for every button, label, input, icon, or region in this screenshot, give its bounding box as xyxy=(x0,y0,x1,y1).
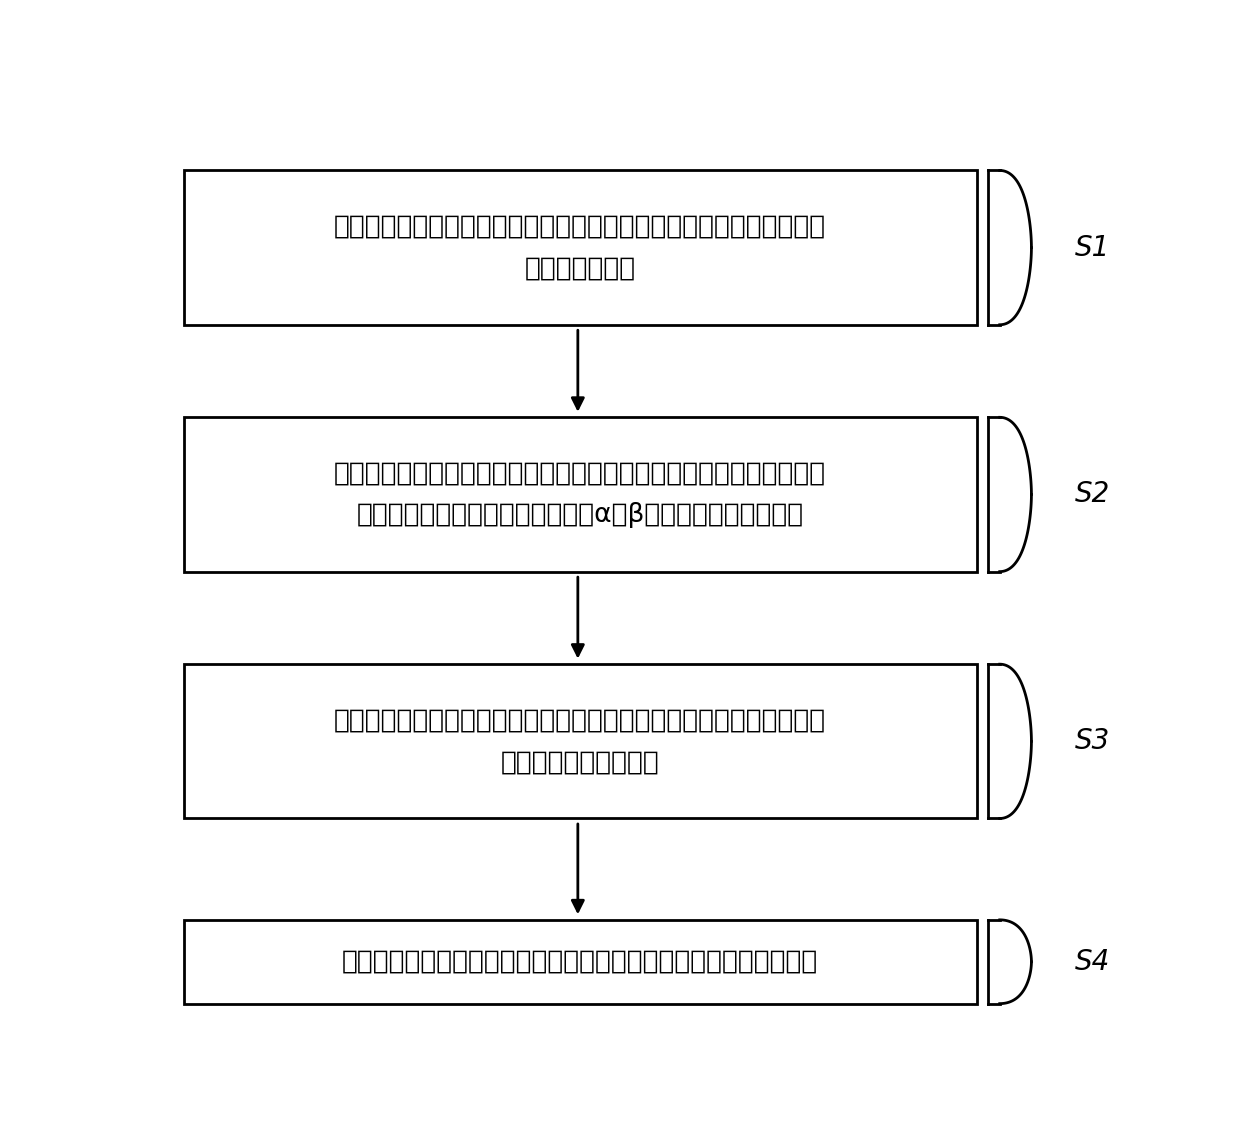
Bar xyxy=(184,417,977,571)
Bar xyxy=(184,919,977,1004)
Text: S2: S2 xyxy=(1074,481,1110,508)
Text: S4: S4 xyxy=(1074,948,1110,976)
Bar xyxy=(184,171,977,325)
Text: 确定所述电压矢量在基本矢量图中的扇区位置，计算构成所述扇区的相
邻基本矢量的作用时间: 确定所述电压矢量在基本矢量图中的扇区位置，计算构成所述扇区的相 邻基本矢量的作用… xyxy=(335,708,826,775)
Text: S1: S1 xyxy=(1074,234,1110,261)
Bar xyxy=(184,664,977,819)
Text: S3: S3 xyxy=(1074,727,1110,756)
Text: 计算每个功率开关管的导通时间，控制功率开关管导通，为电机供电: 计算每个功率开关管的导通时间，控制功率开关管导通，为电机供电 xyxy=(342,949,818,974)
Text: 采集包括电机转子位置、转速、三相电流、直流母线电压和开关管状态
在内的检测信息: 采集包括电机转子位置、转速、三相电流、直流母线电压和开关管状态 在内的检测信息 xyxy=(335,214,826,282)
Text: 进行速度环、有功功率环和无功功率环控制，计算电压矢量角，有功功
率环输出量和无功功率环输出量在α－β坐标系下的电压矢量值: 进行速度环、有功功率环和无功功率环控制，计算电压矢量角，有功功 率环输出量和无功… xyxy=(335,460,826,529)
